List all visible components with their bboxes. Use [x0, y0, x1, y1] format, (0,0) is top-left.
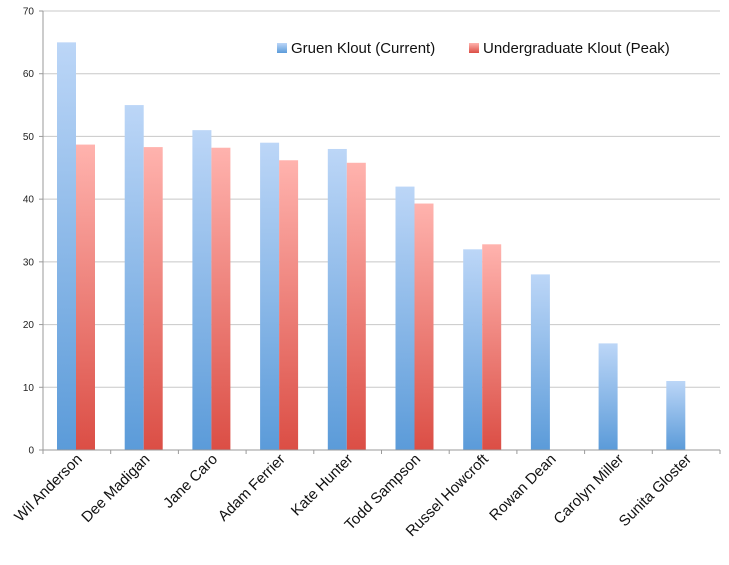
category-label: Adam Ferrier [215, 451, 289, 525]
bar-undergraduate-klout [143, 147, 163, 450]
legend-label: Gruen Klout (Current) [291, 40, 435, 57]
bar-undergraduate-klout [346, 162, 366, 451]
y-tick-label: 10 [23, 383, 35, 394]
bar-undergraduate-klout [414, 203, 434, 450]
bar-undergraduate-klout [76, 144, 95, 450]
legend-label: Undergraduate Klout (Peak) [483, 40, 670, 57]
category-label: Jane Caro [160, 451, 221, 512]
y-tick-label: 20 [23, 320, 35, 331]
y-tick-label: 60 [23, 69, 35, 80]
y-tick-label: 0 [28, 446, 34, 457]
category-label: Kate Hunter [288, 451, 357, 520]
bar-gruen-klout [124, 105, 144, 451]
y-tick-label: 40 [23, 195, 35, 206]
category-label: Sunita Gloster [616, 451, 695, 530]
y-tick-label: 70 [23, 7, 35, 18]
category-label: Rowan Dean [486, 451, 559, 524]
bar-undergraduate-klout [279, 160, 299, 450]
bar-gruen-klout [260, 142, 280, 450]
bar-gruen-klout [530, 274, 550, 450]
category-label: Wil Anderson [11, 451, 86, 526]
bar-gruen-klout [192, 130, 212, 450]
bar-gruen-klout [327, 148, 347, 450]
bar-gruen-klout [395, 186, 415, 450]
category-label: Dee Madigan [78, 451, 153, 526]
legend-swatch [277, 43, 287, 53]
bars [57, 42, 686, 451]
bar-undergraduate-klout [211, 147, 231, 450]
legend: Gruen Klout (Current) Undergraduate Klout… [277, 40, 670, 57]
y-tick-label: 30 [23, 257, 35, 268]
bar-undergraduate-klout [482, 244, 502, 450]
category-label: Carolyn Miller [550, 451, 627, 528]
bar-gruen-klout [463, 249, 483, 450]
bar-gruen-klout [57, 42, 76, 450]
legend-swatch [469, 43, 479, 53]
bar-gruen-klout [666, 381, 686, 450]
axes: 0 10 20 30 40 50 60 70 [23, 7, 721, 457]
bar-gruen-klout [598, 343, 618, 450]
y-tick-label: 50 [23, 132, 35, 143]
